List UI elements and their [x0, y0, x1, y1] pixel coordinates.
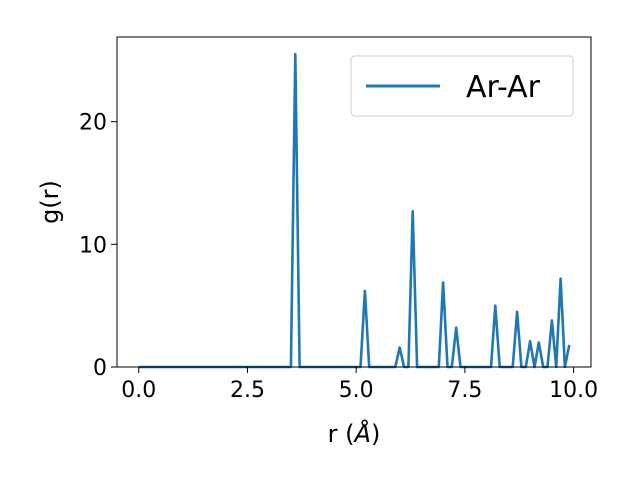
x-tick-label: 10.0	[549, 378, 598, 403]
y-tick-label: 10	[79, 233, 107, 258]
plot-frame	[116, 36, 592, 368]
legend-label-ar-ar: Ar-Ar	[466, 70, 541, 105]
x-tick-label: 7.5	[447, 378, 482, 403]
legend-box	[350, 55, 574, 117]
x-axis-label-unit: Å	[353, 419, 371, 448]
x-tick-label: 0.0	[121, 378, 156, 403]
x-tick-label: 5.0	[339, 378, 374, 403]
legend: Ar-Ar	[350, 55, 574, 117]
x-axis-label: r (Å)	[328, 419, 381, 448]
y-tick-label: 20	[79, 111, 107, 136]
y-axis-ticks: 0 10 20	[79, 111, 117, 381]
y-tick-label: 0	[93, 356, 107, 381]
x-axis-label-main: r (	[328, 420, 355, 448]
x-tick-label: 2.5	[230, 378, 265, 403]
y-axis-label: g(r)	[36, 180, 64, 224]
x-axis-ticks: 0.0 2.5 5.0 7.5 10.0	[121, 367, 598, 403]
x-axis-label-close: )	[371, 420, 380, 448]
